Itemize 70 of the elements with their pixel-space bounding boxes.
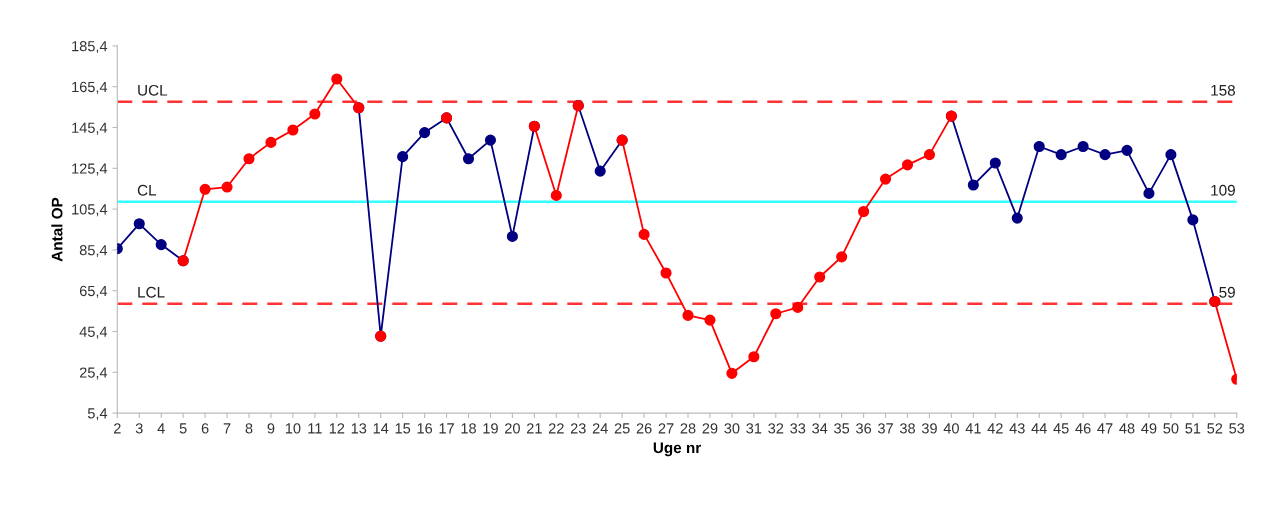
x-tick-label: 18 [461, 423, 476, 434]
x-tick-label: 44 [1031, 423, 1047, 434]
x-tick-label: 43 [1009, 423, 1025, 434]
x-tick-label: 45 [1053, 423, 1069, 434]
x-tick-label: 2 [113, 423, 121, 434]
x-tick-label: 22 [548, 423, 564, 434]
x-tick-label: 16 [417, 423, 433, 434]
x-tick-label: 17 [439, 423, 454, 434]
x-tick-label: 28 [680, 423, 696, 434]
x-tick-label: 31 [746, 423, 762, 434]
x-tick-label: 19 [483, 423, 498, 434]
ref-line-label: UCL [138, 84, 168, 96]
x-tick-label: 37 [878, 423, 893, 434]
x-tick-label: 5 [179, 423, 187, 434]
x-tick-label: 14 [373, 423, 389, 434]
x-tick-label: 4 [157, 423, 165, 434]
x-tick-label: 21 [526, 423, 542, 434]
y-tick-label: 185,4 [72, 41, 108, 54]
x-tick-label: 41 [965, 423, 981, 434]
x-axis-title: Uge nr [653, 442, 701, 457]
x-tick-label: 42 [987, 423, 1003, 434]
x-tick-label: 38 [899, 423, 915, 434]
y-tick-label: 5,4 [87, 408, 108, 421]
y-tick-label: 45,4 [79, 326, 108, 339]
x-tick-label: 10 [285, 423, 301, 434]
x-tick-label: 12 [329, 423, 345, 434]
x-tick-label: 30 [724, 423, 740, 434]
x-tick-label: 35 [834, 423, 850, 434]
annotation: 59 [1219, 286, 1235, 298]
ref-line-label: CL [137, 184, 157, 196]
x-tick-label: 9 [267, 423, 275, 434]
x-tick-label: 34 [812, 423, 828, 434]
x-tick-label: 27 [658, 423, 674, 434]
y-tick-label: 145,4 [72, 122, 108, 135]
x-tick-label: 51 [1185, 423, 1201, 434]
x-tick-label: 13 [351, 423, 367, 434]
y-tick-label: 165,4 [72, 81, 108, 94]
ref-line-label: LCL [138, 286, 165, 298]
y-tick-label: 25,4 [79, 367, 108, 380]
x-tick-label: 39 [921, 423, 937, 434]
x-tick-label: 11 [308, 423, 322, 434]
x-tick-label: 40 [943, 423, 959, 434]
y-tick-label: 125,4 [72, 163, 108, 176]
x-tick-label: 48 [1119, 423, 1135, 434]
x-tick-label: 32 [768, 423, 784, 434]
y-tick-label: 105,4 [72, 204, 108, 217]
annotation: 158 [1211, 84, 1235, 96]
x-tick-label: 33 [790, 423, 806, 434]
x-tick-label: 24 [592, 423, 608, 434]
x-tick-label: 7 [223, 423, 231, 434]
x-tick-label: 46 [1075, 423, 1091, 434]
y-tick-label: 85,4 [79, 245, 108, 258]
x-tick-label: 20 [505, 423, 520, 434]
x-tick-label: 50 [1163, 423, 1179, 434]
x-tick-label: 36 [856, 423, 872, 434]
x-tick-label: 6 [201, 423, 209, 434]
x-tick-label: 49 [1141, 423, 1157, 434]
x-tick-label: 53 [1229, 423, 1245, 434]
x-tick-label: 25 [614, 423, 630, 434]
x-tick-label: 47 [1097, 423, 1113, 434]
x-tick-label: 8 [245, 423, 253, 434]
annotation: 109 [1211, 184, 1235, 196]
x-tick-label: 15 [395, 423, 411, 434]
y-tick-label: 65,4 [79, 285, 108, 298]
x-tick-label: 3 [135, 423, 143, 434]
x-tick-label: 26 [636, 423, 652, 434]
x-tick-label: 52 [1207, 423, 1223, 434]
x-tick-label: 29 [702, 423, 718, 434]
y-axis-title: Antal OP [51, 197, 63, 262]
x-tick-label: 23 [570, 423, 586, 434]
